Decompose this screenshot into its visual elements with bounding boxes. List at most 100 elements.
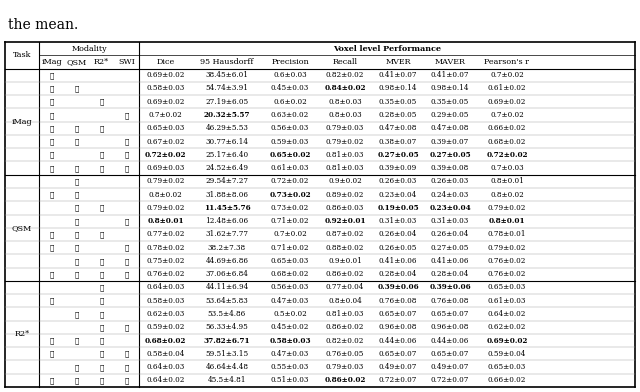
Text: ✓: ✓ xyxy=(99,257,104,265)
Text: 44.11±6.94: 44.11±6.94 xyxy=(205,283,248,292)
Text: 0.8±0.03: 0.8±0.03 xyxy=(328,98,362,106)
Text: 0.72±0.02: 0.72±0.02 xyxy=(486,151,528,159)
Text: 0.78±0.01: 0.78±0.01 xyxy=(488,230,526,238)
Text: 0.71±0.02: 0.71±0.02 xyxy=(271,217,309,225)
Text: Task: Task xyxy=(13,51,31,59)
Text: ✓: ✓ xyxy=(74,138,79,145)
Text: 37.82±6.71: 37.82±6.71 xyxy=(204,337,250,345)
Text: 0.27±0.05: 0.27±0.05 xyxy=(431,244,469,252)
Text: R2*: R2* xyxy=(94,58,109,66)
Text: 0.76±0.02: 0.76±0.02 xyxy=(488,270,526,278)
Text: 0.56±0.03: 0.56±0.03 xyxy=(271,283,309,292)
Text: 0.79±0.02: 0.79±0.02 xyxy=(147,204,185,212)
Text: 0.61±0.02: 0.61±0.02 xyxy=(488,84,526,93)
Text: 0.58±0.03: 0.58±0.03 xyxy=(147,297,184,305)
Text: 0.65±0.03: 0.65±0.03 xyxy=(271,257,309,265)
Text: 0.68±0.02: 0.68±0.02 xyxy=(271,270,309,278)
Text: ✓: ✓ xyxy=(49,138,54,145)
Text: 0.77±0.02: 0.77±0.02 xyxy=(147,230,185,238)
Text: 0.56±0.03: 0.56±0.03 xyxy=(271,124,309,132)
Text: ✓: ✓ xyxy=(49,230,54,238)
Text: 0.47±0.08: 0.47±0.08 xyxy=(379,124,417,132)
Text: 0.68±0.02: 0.68±0.02 xyxy=(145,337,186,345)
Text: 37.06±6.84: 37.06±6.84 xyxy=(205,270,248,278)
Text: 0.44±0.06: 0.44±0.06 xyxy=(431,337,469,345)
Text: 0.79±0.02: 0.79±0.02 xyxy=(326,138,364,145)
Text: ✓: ✓ xyxy=(74,191,79,199)
Text: Modality: Modality xyxy=(71,45,107,53)
Text: ✓: ✓ xyxy=(124,244,129,252)
Text: 0.86±0.02: 0.86±0.02 xyxy=(324,376,365,385)
Text: MAVER: MAVER xyxy=(435,58,465,66)
Text: 0.65±0.03: 0.65±0.03 xyxy=(147,124,184,132)
Text: QSM: QSM xyxy=(12,224,32,232)
Text: ✓: ✓ xyxy=(49,191,54,199)
Text: ✓: ✓ xyxy=(49,270,54,278)
Text: ✓: ✓ xyxy=(74,124,79,132)
Text: Precision: Precision xyxy=(271,58,309,66)
Text: ✓: ✓ xyxy=(74,363,79,371)
Text: 0.66±0.02: 0.66±0.02 xyxy=(488,124,526,132)
Text: ✓: ✓ xyxy=(99,350,104,358)
Text: ✓: ✓ xyxy=(49,376,54,385)
Text: 0.65±0.07: 0.65±0.07 xyxy=(431,310,469,318)
Text: 0.23±0.04: 0.23±0.04 xyxy=(429,204,471,212)
Text: ✓: ✓ xyxy=(74,244,79,252)
Text: 0.96±0.08: 0.96±0.08 xyxy=(379,323,417,331)
Text: ✓: ✓ xyxy=(74,217,79,225)
Text: 54.74±3.91: 54.74±3.91 xyxy=(205,84,248,93)
Text: Voxel level Performance: Voxel level Performance xyxy=(333,45,441,53)
Text: iMag: iMag xyxy=(12,118,32,125)
Text: 53.64±5.83: 53.64±5.83 xyxy=(205,297,248,305)
Text: 0.92±0.01: 0.92±0.01 xyxy=(324,217,366,225)
Text: 0.35±0.05: 0.35±0.05 xyxy=(379,98,417,106)
Text: QSM: QSM xyxy=(67,58,86,66)
Text: 0.8±0.01: 0.8±0.01 xyxy=(489,217,525,225)
Text: 0.7±0.03: 0.7±0.03 xyxy=(490,164,524,172)
Text: Pearson's r: Pearson's r xyxy=(484,58,529,66)
Text: 0.64±0.03: 0.64±0.03 xyxy=(147,363,184,371)
Text: 0.81±0.03: 0.81±0.03 xyxy=(326,310,364,318)
Text: ✓: ✓ xyxy=(74,376,79,385)
Text: 25.17±6.40: 25.17±6.40 xyxy=(205,151,248,159)
Text: 0.65±0.07: 0.65±0.07 xyxy=(379,350,417,358)
Text: 0.84±0.02: 0.84±0.02 xyxy=(324,84,366,93)
Text: 46.64±4.48: 46.64±4.48 xyxy=(205,363,248,371)
Text: the mean.: the mean. xyxy=(8,18,78,32)
Text: ✓: ✓ xyxy=(124,270,129,278)
Text: 46.29±5.53: 46.29±5.53 xyxy=(205,124,248,132)
Text: 53.5±4.86: 53.5±4.86 xyxy=(208,310,246,318)
Text: ✓: ✓ xyxy=(99,98,104,106)
Text: ✓: ✓ xyxy=(74,177,79,185)
Text: 0.71±0.02: 0.71±0.02 xyxy=(271,244,309,252)
Text: 0.72±0.07: 0.72±0.07 xyxy=(431,376,469,385)
Text: 0.81±0.03: 0.81±0.03 xyxy=(326,151,364,159)
Text: ✓: ✓ xyxy=(124,323,129,331)
Text: 0.76±0.08: 0.76±0.08 xyxy=(379,297,417,305)
Text: 0.65±0.03: 0.65±0.03 xyxy=(488,283,526,292)
Text: 11.45±5.76: 11.45±5.76 xyxy=(204,204,250,212)
Text: 0.39±0.06: 0.39±0.06 xyxy=(377,283,419,292)
Text: 31.62±7.77: 31.62±7.77 xyxy=(205,230,248,238)
Text: MVER: MVER xyxy=(385,58,411,66)
Text: 0.81±0.03: 0.81±0.03 xyxy=(326,164,364,172)
Text: 0.69±0.02: 0.69±0.02 xyxy=(486,337,528,345)
Text: 12.48±6.06: 12.48±6.06 xyxy=(205,217,248,225)
Text: 0.31±0.03: 0.31±0.03 xyxy=(431,217,469,225)
Text: 0.41±0.06: 0.41±0.06 xyxy=(431,257,469,265)
Text: ✓: ✓ xyxy=(99,151,104,159)
Text: ✓: ✓ xyxy=(99,310,104,318)
Text: 0.8±0.01: 0.8±0.01 xyxy=(490,177,524,185)
Text: iMag: iMag xyxy=(41,58,62,66)
Text: 0.8±0.02: 0.8±0.02 xyxy=(490,191,524,199)
Text: 0.47±0.03: 0.47±0.03 xyxy=(271,297,309,305)
Text: ✓: ✓ xyxy=(74,164,79,172)
Text: 0.86±0.03: 0.86±0.03 xyxy=(326,204,364,212)
Text: 0.73±0.02: 0.73±0.02 xyxy=(271,204,309,212)
Text: 38.45±6.01: 38.45±6.01 xyxy=(205,71,248,79)
Text: ✓: ✓ xyxy=(99,124,104,132)
Text: 0.62±0.03: 0.62±0.03 xyxy=(147,310,184,318)
Text: 0.63±0.02: 0.63±0.02 xyxy=(271,111,309,119)
Text: 0.72±0.07: 0.72±0.07 xyxy=(379,376,417,385)
Text: ✓: ✓ xyxy=(74,270,79,278)
